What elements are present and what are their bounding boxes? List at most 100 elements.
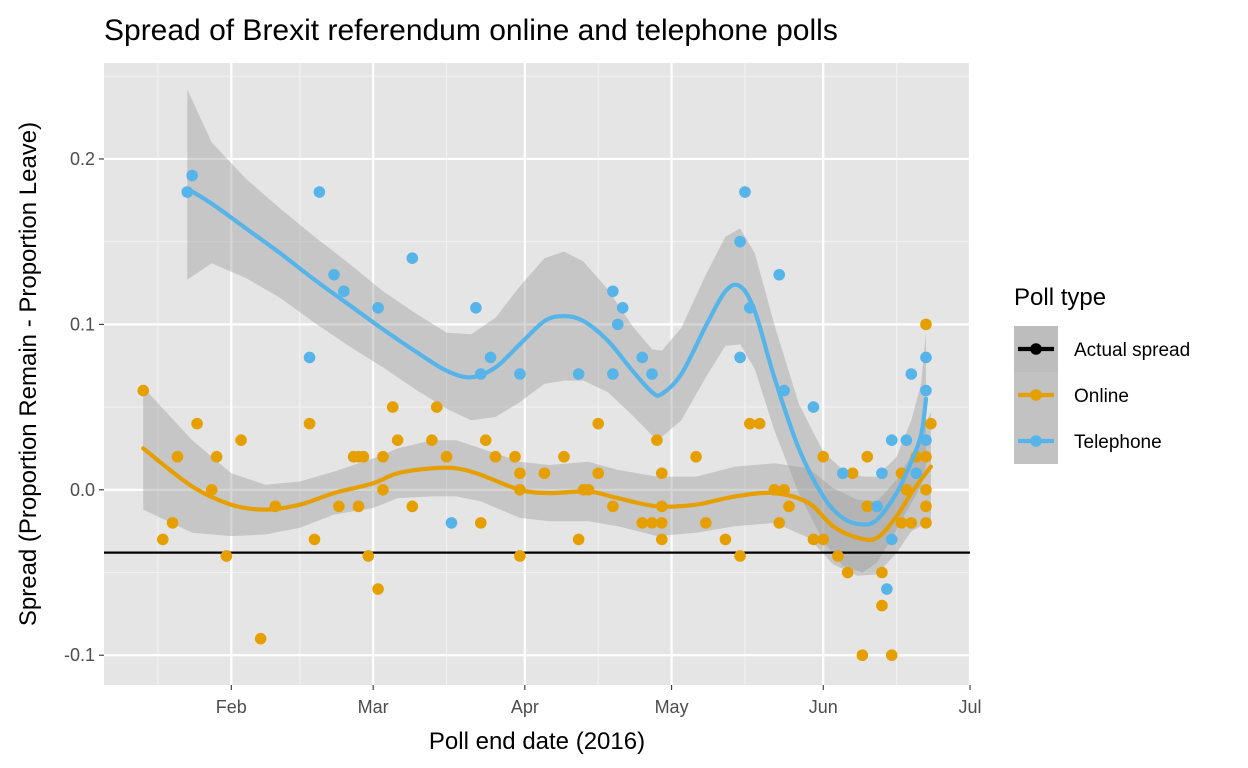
x-tick-label: Jun	[809, 697, 838, 717]
legend-title: Poll type	[1014, 284, 1106, 311]
online-poll-point	[377, 483, 389, 496]
online-poll-point	[157, 533, 169, 546]
online-poll-point	[440, 450, 453, 463]
y-tick-label: -0.1	[64, 645, 95, 665]
legend-key-point	[1030, 435, 1042, 447]
online-poll-point	[841, 566, 854, 579]
telephone-poll-point	[406, 252, 419, 265]
y-tick-label: 0.0	[70, 480, 95, 500]
telephone-poll-point	[734, 351, 746, 364]
axis-layer: -0.1 0.0 0.1 0.2 Feb Mar Apr May Jun Jul	[64, 149, 982, 717]
online-poll-point	[191, 417, 203, 430]
online-poll-point	[205, 483, 218, 496]
x-tick-label: Feb	[216, 697, 247, 717]
online-poll-point	[920, 500, 932, 513]
online-poll-point	[832, 550, 844, 562]
online-poll-point	[377, 450, 389, 463]
online-poll-point	[137, 384, 150, 397]
online-poll-point	[474, 517, 487, 529]
legend-key-actual-spread	[1014, 326, 1058, 372]
telephone-poll-point	[885, 434, 898, 446]
x-tick-label: Mar	[358, 697, 389, 717]
online-poll-point	[817, 533, 830, 546]
telephone-poll-point	[734, 235, 746, 248]
x-tick-label: Jul	[958, 697, 981, 717]
online-poll-point	[489, 450, 502, 463]
telephone-poll-point	[900, 434, 913, 446]
online-poll-point	[920, 450, 932, 463]
online-poll-point	[572, 533, 585, 546]
online-poll-point	[846, 467, 859, 480]
online-poll-point	[920, 517, 932, 529]
online-poll-point	[744, 417, 756, 430]
online-poll-point	[753, 417, 766, 430]
online-poll-point	[885, 649, 898, 662]
telephone-poll-point	[773, 268, 786, 281]
online-poll-point	[783, 500, 795, 513]
telephone-poll-point	[186, 169, 198, 182]
online-poll-point	[925, 417, 937, 430]
online-poll-point	[592, 467, 605, 480]
online-poll-point	[386, 401, 399, 413]
online-poll-point	[210, 450, 223, 463]
telephone-confidence-ribbon	[187, 89, 927, 573]
online-poll-point	[166, 517, 179, 529]
online-poll-point	[171, 450, 184, 463]
online-poll-point	[700, 517, 712, 529]
online-poll-point	[920, 318, 932, 331]
online-poll-point	[656, 533, 668, 546]
online-poll-point	[333, 500, 345, 513]
telephone-poll-point	[514, 368, 526, 380]
online-poll-point	[920, 483, 932, 496]
online-poll-point	[807, 533, 820, 546]
telephone-poll-point	[837, 467, 849, 480]
legend-key-telephone	[1014, 418, 1058, 464]
online-poll-point	[719, 533, 732, 546]
telephone-poll-point	[372, 302, 384, 314]
telephone-poll-point	[611, 318, 624, 331]
online-poll-point	[690, 450, 702, 463]
online-poll-point	[905, 517, 918, 529]
online-poll-point	[538, 467, 551, 480]
online-poll-point	[856, 649, 869, 662]
telephone-poll-point	[470, 302, 482, 314]
telephone-poll-point	[910, 467, 922, 480]
online-poll-point	[656, 517, 668, 529]
legend: Poll type Actual spread Online Telephone	[1014, 284, 1190, 464]
legend-label: Telephone	[1074, 432, 1162, 453]
online-poll-point	[876, 566, 888, 579]
online-poll-point	[372, 583, 384, 595]
legend-key-point	[1030, 389, 1042, 401]
online-poll-point	[636, 517, 649, 529]
telephone-poll-point	[920, 434, 932, 446]
telephone-poll-point	[607, 285, 619, 298]
online-poll-point	[220, 550, 233, 562]
telephone-poll-point	[881, 583, 893, 595]
online-poll-point	[734, 550, 746, 562]
x-tick-label: Apr	[511, 697, 539, 717]
y-axis-title: Spread (Proportion Remain - Proportion L…	[15, 122, 42, 626]
telephone-poll-point	[905, 368, 918, 380]
telephone-poll-point	[328, 268, 340, 281]
x-tick-label: May	[655, 697, 689, 717]
smooth-layer	[141, 186, 933, 542]
online-poll-point	[514, 550, 526, 562]
telephone-poll-point	[920, 351, 932, 364]
online-poll-point	[646, 517, 658, 529]
telephone-poll-point	[636, 351, 649, 364]
online-poll-point	[362, 550, 375, 562]
online-poll-point	[656, 467, 668, 480]
online-poll-point	[514, 467, 526, 480]
legend-label: Actual spread	[1074, 340, 1190, 361]
telephone-poll-point	[646, 368, 658, 380]
online-confidence-ribbon	[143, 387, 931, 576]
online-poll-point	[861, 500, 874, 513]
online-poll-point	[308, 533, 321, 546]
telephone-poll-point	[303, 351, 316, 364]
online-poll-point	[235, 434, 247, 446]
telephone-poll-point	[920, 384, 932, 397]
telephone-poll-point	[876, 467, 888, 480]
y-tick-label: 0.2	[70, 149, 95, 169]
online-poll-point	[861, 450, 874, 463]
